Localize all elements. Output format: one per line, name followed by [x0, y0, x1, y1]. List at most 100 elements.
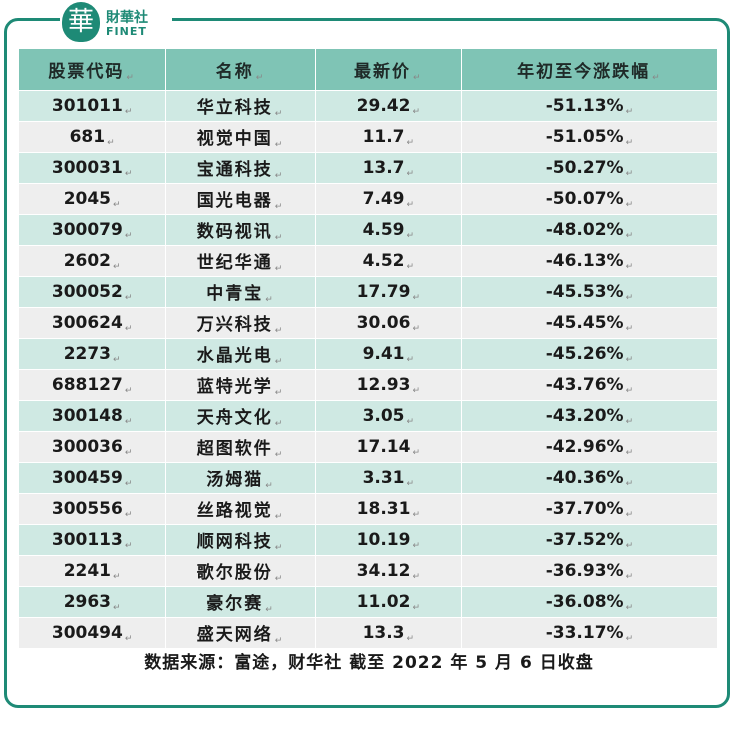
cell-change: -33.17% ↵ [460, 617, 719, 649]
cell-code: 300079 ↵ [17, 214, 167, 246]
table-row: 300556 ↵ 丝路视觉 ↵ 18.31 ↵ -37.70% ↵ [17, 493, 719, 525]
cell-name: 豪尔赛 ↵ [165, 586, 316, 618]
cell-change: -45.45% ↵ [460, 307, 719, 339]
cell-change: -45.53% ↵ [460, 276, 719, 308]
cell-code: 300459 ↵ [17, 462, 167, 494]
cell-price: 4.59 ↵ [314, 214, 462, 246]
cell-change: -46.13% ↵ [460, 245, 719, 277]
table-row: 300113 ↵ 顺网科技 ↵ 10.19 ↵ -37.52% ↵ [17, 524, 719, 556]
cell-code: 2241 ↵ [17, 555, 167, 587]
cell-price: 11.02 ↵ [314, 586, 462, 618]
cell-code: 300036 ↵ [17, 431, 167, 463]
cell-code: 300148 ↵ [17, 400, 167, 432]
cell-change: -40.36% ↵ [460, 462, 719, 494]
cell-name: 水晶光电 ↵ [165, 338, 316, 370]
cell-change: -51.13% ↵ [460, 90, 719, 122]
cell-price: 13.7 ↵ [314, 152, 462, 184]
cell-name: 华立科技 ↵ [165, 90, 316, 122]
table-row: 300052 ↵ 中青宝 ↵ 17.79 ↵ -45.53% ↵ [17, 276, 719, 308]
cell-name: 丝路视觉 ↵ [165, 493, 316, 525]
cell-price: 3.05 ↵ [314, 400, 462, 432]
cell-code: 300556 ↵ [17, 493, 167, 525]
cell-name: 世纪华通 ↵ [165, 245, 316, 277]
cell-price: 17.79 ↵ [314, 276, 462, 308]
cell-code: 688127 ↵ [17, 369, 167, 401]
cell-change: -43.76% ↵ [460, 369, 719, 401]
table-row: 300079 ↵ 数码视讯 ↵ 4.59 ↵ -48.02% ↵ [17, 214, 719, 246]
cell-change: -45.26% ↵ [460, 338, 719, 370]
cell-change: -42.96% ↵ [460, 431, 719, 463]
table-row: 681 ↵ 视觉中国 ↵ 11.7 ↵ -51.05% ↵ [17, 121, 719, 153]
cell-name: 蓝特光学 ↵ [165, 369, 316, 401]
table-row: 301011 ↵ 华立科技 ↵ 29.42 ↵ -51.13% ↵ [17, 90, 719, 122]
cell-change: -37.70% ↵ [460, 493, 719, 525]
cell-name: 宝通科技 ↵ [165, 152, 316, 184]
cell-change: -51.05% ↵ [460, 121, 719, 153]
cell-code: 300052 ↵ [17, 276, 167, 308]
table-row: 300031 ↵ 宝通科技 ↵ 13.7 ↵ -50.27% ↵ [17, 152, 719, 184]
cell-name: 歌尔股份 ↵ [165, 555, 316, 587]
logo-name-en: FINET [106, 25, 147, 38]
stock-table: 股票代码 ↵ 名称 ↵ 最新价 ↵ 年初至今涨跌幅 ↵ 301011 ↵ 华立科技 ↵ 29.4… [17, 48, 719, 649]
cell-price: 34.12 ↵ [314, 555, 462, 587]
table-row: 2273 ↵ 水晶光电 ↵ 9.41 ↵ -45.26% ↵ [17, 338, 719, 370]
table-row: 2963 ↵ 豪尔赛 ↵ 11.02 ↵ -36.08% ↵ [17, 586, 719, 618]
table-header-row: 股票代码 ↵ 名称 ↵ 最新价 ↵ 年初至今涨跌幅 ↵ [17, 48, 719, 91]
cell-name: 顺网科技 ↵ [165, 524, 316, 556]
table-row: 2045 ↵ 国光电器 ↵ 7.49 ↵ -50.07% ↵ [17, 183, 719, 215]
cell-name: 汤姆猫 ↵ [165, 462, 316, 494]
cell-code: 301011 ↵ [17, 90, 167, 122]
table-row: 300459 ↵ 汤姆猫 ↵ 3.31 ↵ -40.36% ↵ [17, 462, 719, 494]
cell-change: -50.27% ↵ [460, 152, 719, 184]
cell-name: 天舟文化 ↵ [165, 400, 316, 432]
cell-price: 18.31 ↵ [314, 493, 462, 525]
cell-code: 300113 ↵ [17, 524, 167, 556]
cell-name: 国光电器 ↵ [165, 183, 316, 215]
finet-logo: 華 財華社 FINET [60, 0, 172, 46]
cell-name: 超图软件 ↵ [165, 431, 316, 463]
table-body: 301011 ↵ 华立科技 ↵ 29.42 ↵ -51.13% ↵ 681 ↵ 视觉中国 ↵ 11.7 ↵… [17, 90, 719, 649]
cell-code: 2963 ↵ [17, 586, 167, 618]
cell-name: 视觉中国 ↵ [165, 121, 316, 153]
cell-price: 11.7 ↵ [314, 121, 462, 153]
cell-price: 10.19 ↵ [314, 524, 462, 556]
cell-name: 数码视讯 ↵ [165, 214, 316, 246]
data-source-note: 数据来源：富途，财华社 截至 2022 年 5 月 6 日收盘 [144, 653, 594, 673]
cell-change: -36.93% ↵ [460, 555, 719, 587]
cell-change: -50.07% ↵ [460, 183, 719, 215]
cell-price: 29.42 ↵ [314, 90, 462, 122]
cell-code: 2602 ↵ [17, 245, 167, 277]
logo-name-cn: 財華社 [106, 10, 148, 26]
logo-badge-icon: 華 [62, 2, 100, 42]
cell-code: 300494 ↵ [17, 617, 167, 649]
table-row: 300624 ↵ 万兴科技 ↵ 30.06 ↵ -45.45% ↵ [17, 307, 719, 339]
cell-code: 300031 ↵ [17, 152, 167, 184]
cell-price: 17.14 ↵ [314, 431, 462, 463]
cell-price: 9.41 ↵ [314, 338, 462, 370]
table-row: 300036 ↵ 超图软件 ↵ 17.14 ↵ -42.96% ↵ [17, 431, 719, 463]
cell-name: 中青宝 ↵ [165, 276, 316, 308]
header-name: 名称 ↵ [165, 48, 316, 91]
table-row: 688127 ↵ 蓝特光学 ↵ 12.93 ↵ -43.76% ↵ [17, 369, 719, 401]
header-change: 年初至今涨跌幅 ↵ [460, 48, 719, 91]
cell-code: 2045 ↵ [17, 183, 167, 215]
cell-price: 12.93 ↵ [314, 369, 462, 401]
cell-price: 7.49 ↵ [314, 183, 462, 215]
cell-price: 4.52 ↵ [314, 245, 462, 277]
cell-change: -48.02% ↵ [460, 214, 719, 246]
table-row: 2241 ↵ 歌尔股份 ↵ 34.12 ↵ -36.93% ↵ [17, 555, 719, 587]
cell-change: -36.08% ↵ [460, 586, 719, 618]
cell-price: 13.3 ↵ [314, 617, 462, 649]
cell-name: 盛天网络 ↵ [165, 617, 316, 649]
table-row: 2602 ↵ 世纪华通 ↵ 4.52 ↵ -46.13% ↵ [17, 245, 719, 277]
cell-code: 300624 ↵ [17, 307, 167, 339]
header-price: 最新价 ↵ [314, 48, 462, 91]
cell-name: 万兴科技 ↵ [165, 307, 316, 339]
cell-price: 30.06 ↵ [314, 307, 462, 339]
table-row: 300148 ↵ 天舟文化 ↵ 3.05 ↵ -43.20% ↵ [17, 400, 719, 432]
table-row: 300494 ↵ 盛天网络 ↵ 13.3 ↵ -33.17% ↵ [17, 617, 719, 649]
cell-change: -43.20% ↵ [460, 400, 719, 432]
cell-change: -37.52% ↵ [460, 524, 719, 556]
cell-code: 681 ↵ [17, 121, 167, 153]
cell-price: 3.31 ↵ [314, 462, 462, 494]
